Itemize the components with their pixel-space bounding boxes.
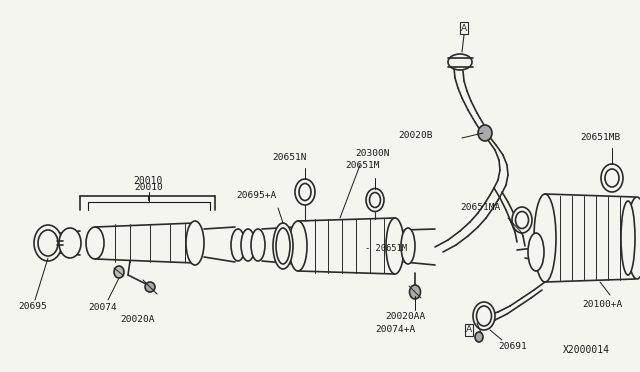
Ellipse shape bbox=[145, 282, 155, 292]
Ellipse shape bbox=[114, 266, 124, 278]
Text: 20300N: 20300N bbox=[355, 149, 390, 158]
Ellipse shape bbox=[38, 230, 58, 256]
Ellipse shape bbox=[276, 228, 290, 264]
Ellipse shape bbox=[289, 221, 307, 271]
Text: 20100+A: 20100+A bbox=[582, 300, 622, 309]
Ellipse shape bbox=[478, 125, 492, 141]
Text: 20010: 20010 bbox=[134, 183, 163, 192]
Ellipse shape bbox=[369, 192, 381, 208]
Ellipse shape bbox=[621, 201, 635, 275]
Text: X2000014: X2000014 bbox=[563, 345, 610, 355]
Text: 20651N: 20651N bbox=[272, 153, 307, 162]
Text: - 20651M: - 20651M bbox=[365, 244, 407, 253]
Text: 20074+A: 20074+A bbox=[375, 325, 415, 334]
Text: 20651MB: 20651MB bbox=[580, 133, 620, 142]
Text: A: A bbox=[466, 326, 472, 334]
Ellipse shape bbox=[34, 225, 62, 261]
Ellipse shape bbox=[477, 306, 492, 326]
Ellipse shape bbox=[231, 229, 245, 261]
Ellipse shape bbox=[605, 169, 619, 187]
Ellipse shape bbox=[534, 194, 556, 282]
Text: 20010: 20010 bbox=[133, 176, 163, 186]
Ellipse shape bbox=[627, 197, 640, 279]
Ellipse shape bbox=[401, 228, 415, 264]
Text: 20020B: 20020B bbox=[398, 131, 433, 140]
Ellipse shape bbox=[473, 302, 495, 330]
Ellipse shape bbox=[299, 183, 311, 201]
Text: 20020AA: 20020AA bbox=[385, 312, 425, 321]
Ellipse shape bbox=[512, 207, 532, 233]
Ellipse shape bbox=[448, 54, 472, 70]
Ellipse shape bbox=[515, 212, 529, 228]
Ellipse shape bbox=[59, 228, 81, 258]
Ellipse shape bbox=[273, 223, 293, 269]
Text: 20020A: 20020A bbox=[120, 315, 154, 324]
Ellipse shape bbox=[601, 164, 623, 192]
Text: 20695: 20695 bbox=[18, 302, 47, 311]
Ellipse shape bbox=[528, 233, 544, 271]
Ellipse shape bbox=[186, 221, 204, 265]
Ellipse shape bbox=[366, 189, 384, 212]
Text: 20695+A: 20695+A bbox=[236, 191, 276, 200]
Text: 20691: 20691 bbox=[498, 342, 527, 351]
Ellipse shape bbox=[241, 229, 255, 261]
Text: 20651M: 20651M bbox=[345, 161, 380, 170]
Text: 20651MA: 20651MA bbox=[460, 203, 500, 212]
Ellipse shape bbox=[386, 218, 404, 274]
Text: 20074: 20074 bbox=[88, 303, 116, 312]
Ellipse shape bbox=[410, 285, 420, 299]
Ellipse shape bbox=[86, 227, 104, 259]
Ellipse shape bbox=[295, 179, 315, 205]
Ellipse shape bbox=[475, 332, 483, 342]
Text: A: A bbox=[461, 23, 467, 32]
Ellipse shape bbox=[251, 229, 265, 261]
